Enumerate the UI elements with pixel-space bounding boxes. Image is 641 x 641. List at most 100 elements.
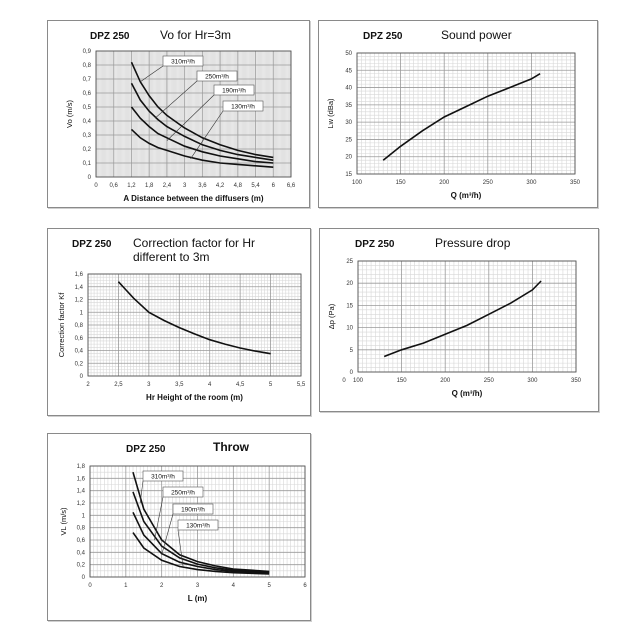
y-tick-label: 1,2 <box>75 298 84 304</box>
x-tick-label: 6 <box>303 583 307 589</box>
series-line-3 <box>130 106 274 164</box>
y-tick-label: 10 <box>346 326 353 332</box>
y-tick-label: 0,4 <box>75 349 84 355</box>
x-tick-label: 4 <box>208 382 212 388</box>
y-tick-label: 0,5 <box>83 105 92 111</box>
x-tick-label: 3 <box>196 583 200 589</box>
y-tick-label: 0,8 <box>77 526 86 532</box>
x-tick-label: 3 <box>183 183 187 189</box>
y-tick-label: 0,6 <box>75 336 84 342</box>
x-tick-label: 300 <box>526 180 537 186</box>
legend-label: 310m³/h <box>171 59 195 66</box>
x-axis-label: Q (m³/h) <box>451 191 482 200</box>
y-tick-label: 35 <box>345 103 352 109</box>
chart-throw: 0 1 2 3 4 5 6 0 0,2 0,4 0,6 0,8 1 1,2 1,4 1,6 1,8 L (m) VL… <box>59 464 307 603</box>
x-tick-label: 4 <box>232 583 236 589</box>
x-tick-label: 4,5 <box>236 382 245 388</box>
legend-leader <box>139 480 144 504</box>
x-axis-label: Hr Height of the room (m) <box>146 393 243 402</box>
chart-sound-model: DPZ 250 <box>363 31 403 42</box>
legend-box <box>142 470 184 482</box>
plot-frame <box>87 273 302 377</box>
y-tick-label: 0,6 <box>83 91 92 97</box>
x-tick-label: 0 <box>88 583 92 589</box>
x-tick-label: 6 <box>272 183 276 189</box>
x-tick-label: 150 <box>396 180 407 186</box>
chart-throw-title: Throw <box>213 440 249 454</box>
panel-throw: 0 1 2 3 4 5 6 0 0,2 0,4 0,6 0,8 1 1,2 1,4 1,6 1,8 L (m) VL… <box>47 433 311 621</box>
series-line-1 <box>130 61 274 159</box>
grid-sound <box>356 52 576 175</box>
x-tick-label: 250 <box>484 378 495 384</box>
panel-pressure: 0 100 150 200 250 300 350 0 5 10 15 20 25 Q (m³/h) Δp … <box>319 228 599 412</box>
x-tick-label: 4,2 <box>216 183 225 189</box>
legend-box <box>162 486 204 498</box>
chart-correction-model: DPZ 250 <box>72 239 112 250</box>
chart-sound-title: Sound power <box>441 28 512 42</box>
x-tick-label: 2,4 <box>163 183 172 189</box>
grid-correction <box>87 273 302 377</box>
y-tick-label: 50 <box>345 51 352 57</box>
panel-correction: 2 2,5 3 3,5 4 4,5 5 5,5 0 0,2 0,4 0,6 0,8 1 1,2 1,4 1,6 H… <box>47 228 311 416</box>
y-tick-label: 25 <box>346 259 353 265</box>
x-tick-label: 3 <box>147 382 151 388</box>
y-axis-label: VL (m/s) <box>59 507 68 536</box>
chart-vo-model: DPZ 250 <box>90 31 130 42</box>
legend-leader <box>154 80 198 119</box>
x-tick-label: 6,6 <box>287 183 296 189</box>
x-tick-label: 100 <box>352 180 363 186</box>
y-tick-label: 0 <box>82 575 86 581</box>
legend-leader <box>154 496 164 541</box>
y-tick-label: 0,9 <box>83 49 92 55</box>
y-tick-label: 0,8 <box>83 63 92 69</box>
y-tick-label: 5 <box>350 348 354 354</box>
x-tick-label: 2,5 <box>114 382 123 388</box>
chart-pressure-title: Pressure drop <box>435 236 511 250</box>
y-tick-label: 1 <box>80 310 84 316</box>
chart-correction: 2 2,5 3 3,5 4 4,5 5 5,5 0 0,2 0,4 0,6 0,8 1 1,2 1,4 1,6 H… <box>57 272 306 402</box>
legend-box <box>172 503 214 515</box>
chart-correction-title: Correction factor for Hr different to 3m <box>133 236 256 264</box>
x-tick-label: 5,4 <box>251 183 260 189</box>
y-tick-label: 1,4 <box>77 489 86 495</box>
legend-label: 250m³/h <box>171 490 195 497</box>
y-tick-label: 0,2 <box>75 361 84 367</box>
y-tick-label: 0,2 <box>83 147 92 153</box>
x-tick-label: 200 <box>440 378 451 384</box>
x-tick-label: 3,6 <box>198 183 207 189</box>
legend-box <box>196 70 238 82</box>
x-tick-label: 300 <box>527 378 538 384</box>
x-tick-label: 3,5 <box>175 382 184 388</box>
y-tick-label: 0,1 <box>83 161 92 167</box>
plot-frame <box>95 50 292 178</box>
chart-throw-model: DPZ 250 <box>126 444 166 455</box>
x-tick-label: 2 <box>86 382 90 388</box>
y-tick-label: 0,7 <box>83 77 92 83</box>
chart-pressure: 0 100 150 200 250 300 350 0 5 10 15 20 25 Q (m³/h) Δp … <box>327 259 582 398</box>
plot-frame <box>356 52 576 175</box>
legend-box <box>222 100 264 112</box>
plot-frame <box>89 465 306 578</box>
series-line-1 <box>383 280 542 358</box>
chart-sound: 100 150 200 250 300 350 15 20 25 30 35 40 45 50 Q (m³/… <box>326 51 581 200</box>
chart-pressure-model: DPZ 250 <box>355 239 395 250</box>
x-tick-label: 5,5 <box>297 382 306 388</box>
series-line-1 <box>117 281 271 355</box>
x-tick-label: 1 <box>124 583 128 589</box>
series-line-3 <box>132 511 270 574</box>
grid-pressure <box>357 260 577 373</box>
legend-label: 310m³/h <box>151 474 175 481</box>
x-tick-label: 250 <box>483 180 494 186</box>
y-tick-label: 0 <box>88 175 92 181</box>
series-line-1 <box>382 73 541 161</box>
legend-leader <box>190 110 224 159</box>
y-tick-label: 15 <box>345 172 352 178</box>
series-line-2 <box>132 491 270 573</box>
y-tick-label: 0,4 <box>77 550 86 556</box>
y-tick-label: 1,6 <box>77 476 86 482</box>
chart-vo: 0 0,6 1,2 1,8 2,4 3 3,6 4,2 4,8 5,4 6 6,6 0 0,1 0,2 0,3… <box>65 49 296 203</box>
legend-label: 190m³/h <box>181 507 205 514</box>
legend-label: 130m³/h <box>186 523 210 530</box>
x-axis-label: A Distance between the diffusers (m) <box>123 194 264 203</box>
x-tick-label: 0 <box>342 378 346 384</box>
